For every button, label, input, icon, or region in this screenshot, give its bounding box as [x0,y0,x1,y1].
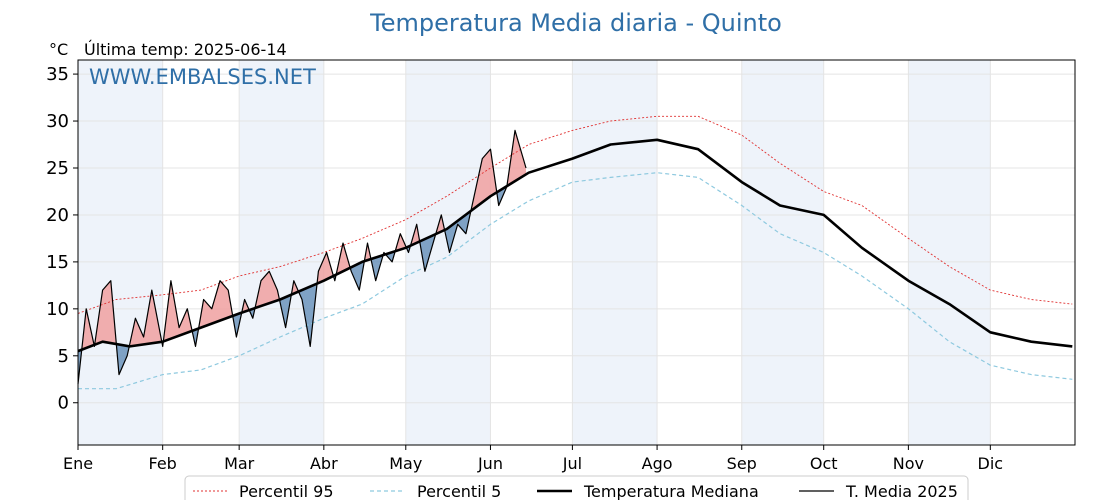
month-band [572,60,658,445]
fill-above-median [198,280,233,329]
x-tick-label: Ene [63,454,93,473]
fill-below-median [233,312,242,337]
y-unit-label: °C [49,40,68,59]
y-tick-label: 0 [58,393,69,414]
fill-below-median [350,261,365,291]
y-tick-label: 10 [46,299,69,320]
month-band [908,60,991,445]
fill-below-median [78,349,83,384]
fill-below-median [116,344,130,375]
x-tick-label: May [389,454,422,473]
x-tick-label: Oct [810,454,838,473]
y-tick-label: 5 [58,346,69,367]
legend: Percentil 95 Percentil 5 Temperatura Media… [184,475,969,504]
y-axis: 0 5 10 15 20 25 30 35 [46,64,78,414]
legend-label: Percentil 95 [239,482,334,500]
series-lines [77,115,1073,390]
fill-below-median [298,283,318,347]
fill-above-median [395,233,407,252]
fill-above-median [317,252,335,284]
legend-label: Percentil 5 [417,482,501,500]
legend-box [184,475,969,504]
x-tick-label: Sep [727,454,757,473]
x-tick-label: Nov [893,454,924,473]
legend-label: T. Media 2025 [845,482,958,500]
fill-above-median [435,214,445,234]
series-median-line [77,138,1073,353]
fill-above-median [410,224,421,246]
month-bands [78,60,991,445]
watermark: WWW.EMBALSES.NET [89,65,316,89]
y-tick-label: 35 [46,64,69,85]
last-temp-label: Última temp: 2025-06-14 [84,40,287,59]
y-tick-label: 25 [46,158,69,179]
series-2025-line [77,129,527,385]
x-tick-label: Feb [149,454,177,473]
series-p5-line [78,172,1073,390]
x-tick-label: Mar [224,454,255,473]
fill-above-median [163,280,193,342]
series-p95-line [77,115,1073,314]
month-band [405,60,491,445]
month-band [78,60,163,445]
month-band [741,60,824,445]
x-tick-label: Jun [477,454,503,473]
y-tick-label: 15 [46,252,69,273]
y-tick-label: 20 [46,205,69,226]
plot-frame [77,59,1076,446]
fill-below-median [280,294,292,328]
fill-above-median [507,130,526,186]
fill-below-median [444,210,472,253]
fill-below-median [420,234,436,272]
chart-title: Temperatura Media diaria - Quinto [369,9,782,37]
x-tick-label: Jul [562,454,582,473]
x-tick-label: Abr [310,454,338,473]
month-band [239,60,324,445]
x-axis: Ene Feb Mar Abr May Jun Jul Ago Sep Oct Nov Dic [63,445,1003,473]
legend-label: Temperatura Mediana [583,482,759,500]
x-tick-label: Ago [642,454,673,473]
fill-above-median [336,243,351,275]
x-tick-label: Dic [978,454,1004,473]
y-tick-label: 30 [46,111,69,132]
fill-above-median [95,280,117,345]
anomaly-fills [78,130,526,384]
